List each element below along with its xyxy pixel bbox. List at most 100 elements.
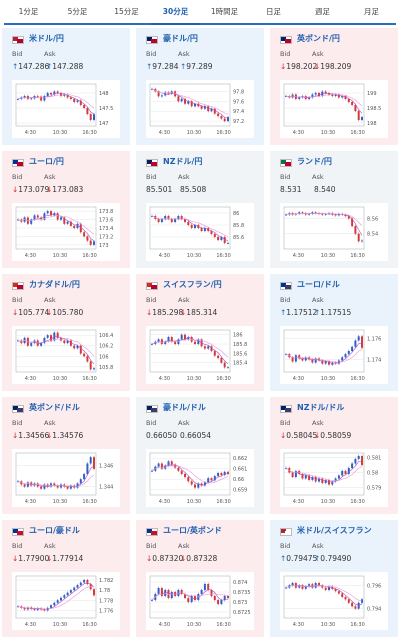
candle-body (357, 456, 360, 459)
candle-body (23, 607, 26, 610)
candle-body (334, 214, 337, 216)
candle-body (314, 212, 317, 214)
rate-card[interactable]: スイスフラン/円 Bid Ask ↓185.298 ↓185.314 186 185.8 18… (136, 274, 264, 391)
candle-body (308, 475, 311, 480)
moving-average-line (151, 589, 229, 601)
rate-card[interactable]: NZドル/円 Bid Ask 85.501 85.508 86 85.8 85.6 4:30 10… (136, 151, 264, 268)
trend-arrow-icon: ↑ (314, 554, 321, 563)
y-tick-label: 0.581 (367, 456, 381, 462)
moving-average-line (151, 464, 229, 486)
mini-candlestick-chart[interactable]: 148 147.5 147 4:30 10:30 16:30 (12, 80, 120, 138)
candle-body (40, 96, 43, 101)
mini-candlestick-chart[interactable]: 86 85.8 85.6 4:30 10:30 16:30 (146, 203, 254, 261)
rate-card[interactable]: 豪ドル/ドル Bid Ask 0.66050 0.66054 0.662 0.661 0.66… (136, 397, 264, 514)
bid-number: 173.079 (18, 185, 50, 194)
rate-card[interactable]: 英ポンド/ドル Bid Ask ↓1.34566 ↓1.34576 1.346 1.344 4… (2, 397, 130, 514)
candle-body (177, 467, 180, 471)
candle-body (160, 219, 163, 222)
chart-svg: 186 185.8 185.6 185.4 4:30 10:30 16:30 (149, 329, 247, 382)
currency-flag-icon (12, 405, 24, 413)
tab-5min[interactable]: 5分足 (67, 7, 88, 16)
currency-pair-link[interactable]: NZドル/ドル (297, 403, 345, 412)
tab-weekly[interactable]: 週足 (315, 7, 330, 16)
currency-pair-link[interactable]: ユーロ/円 (29, 157, 64, 166)
mini-candlestick-chart[interactable]: 1.782 1.78 1.778 1.776 4:30 10:30 16:30 (12, 572, 120, 630)
rate-card[interactable]: 豪ドル/円 Bid Ask ↑97.284 ↑97.289 97.8 97.6 97.4 97.… (136, 28, 264, 145)
bid-label: Bid (280, 419, 291, 427)
tab-15min[interactable]: 15分足 (114, 7, 139, 16)
currency-pair-link[interactable]: スイスフラン/円 (163, 280, 222, 289)
tab-daily[interactable]: 日足 (266, 7, 281, 16)
moving-average-line-long (151, 88, 229, 115)
candle-body (298, 585, 301, 588)
rate-card[interactable]: ユーロ/ドル Bid Ask ↑1.17512 ↑1.17515 1.176 1.174 4:… (270, 274, 398, 391)
rate-card[interactable]: 英ポンド/円 Bid Ask ↓198.202 ↓198.209 199 198.5 198 4… (270, 28, 398, 145)
candle-body (66, 221, 69, 224)
candle-body (79, 479, 82, 484)
rate-card[interactable]: NZドル/ドル Bid Ask ↓0.58045 ↓0.58059 0.581 0.58 0.… (270, 397, 398, 514)
candle-body (210, 108, 213, 112)
rate-card[interactable]: ユーロ/円 Bid Ask ↓173.079 ↓173.083 173.8 173.6 173… (2, 151, 130, 268)
rate-card[interactable]: ユーロ/英ポンド Bid Ask ↓0.87320 ↓0.87328 0.874 0.873… (136, 520, 264, 637)
candle-body (354, 459, 357, 464)
trend-arrow-icon: ↓ (46, 185, 53, 194)
candle-body (89, 114, 92, 120)
candle-body (321, 360, 324, 364)
currency-pair-link[interactable]: ユーロ/ドル (297, 280, 340, 289)
rate-card[interactable]: ユーロ/豪ドル Bid Ask ↓1.77900 ↓1.77914 1.782 1.78 1.… (2, 520, 130, 637)
mini-candlestick-chart[interactable]: 0.796 0.794 4:30 10:30 16:30 (280, 572, 388, 630)
rate-card[interactable]: 米ドル/円 Bid Ask ↑147.286 ↑147.288 148 147.5 147 4:… (2, 28, 130, 145)
mini-candlestick-chart[interactable]: 173.8 173.6 173.4 173.2 173 4:30 10:30 16:30 (12, 203, 120, 261)
currency-pair-link[interactable]: カナダドル/円 (29, 280, 80, 289)
ask-number: 97.289 (186, 62, 213, 71)
currency-pair-link[interactable]: ユーロ/英ポンド (163, 526, 222, 535)
y-tick-label: 173 (99, 243, 109, 249)
candle-body (190, 225, 193, 228)
tab-1hour[interactable]: 1時間足 (210, 7, 239, 16)
mini-candlestick-chart[interactable]: 199 198.5 198 4:30 10:30 16:30 (280, 80, 388, 138)
x-tick-label: 4:30 (293, 130, 304, 136)
rate-card[interactable]: ランド/円 Bid Ask 8.531 8.540 8.56 8.54 4:30 10:30 16… (270, 151, 398, 268)
currency-pair-link[interactable]: NZドル/円 (163, 157, 203, 166)
rate-card[interactable]: 米ドル/スイスフラン Bid Ask ↑0.79475 ↑0.79490 0.796 0.7… (270, 520, 398, 637)
currency-pair-link[interactable]: 豪ドル/円 (163, 34, 198, 43)
currency-pair-link[interactable]: 豪ドル/ドル (163, 403, 206, 412)
currency-pair-link[interactable]: 米ドル/円 (29, 34, 64, 43)
rate-card[interactable]: カナダドル/円 Bid Ask ↓105.774 ↓105.780 106.4 106.2 1… (2, 274, 130, 391)
candle-body (93, 241, 95, 245)
moving-average-line-long (285, 584, 363, 602)
bid-label: Bid (146, 173, 157, 181)
currency-pair-link[interactable]: 英ポンド/ドル (29, 403, 80, 412)
mini-candlestick-chart[interactable]: 0.874 0.8735 0.873 0.8725 4:30 10:30 16:30 (146, 572, 254, 630)
mini-candlestick-chart[interactable]: 186 185.8 185.6 185.4 4:30 10:30 16:30 (146, 326, 254, 384)
y-tick-label: 85.8 (233, 223, 244, 229)
mini-candlestick-chart[interactable]: 0.662 0.661 0.66 0.659 4:30 10:30 16:30 (146, 449, 254, 507)
candle-body (83, 353, 86, 357)
currency-pair-link[interactable]: ユーロ/豪ドル (29, 526, 80, 535)
candle-body (227, 596, 229, 598)
currency-pair-link[interactable]: 米ドル/スイスフラン (297, 526, 372, 535)
tab-30min[interactable]: 30分足 (151, 1, 200, 25)
moving-average-line-long (151, 465, 229, 484)
mini-candlestick-chart[interactable]: 106.4 106.2 106 105.8 4:30 10:30 16:30 (12, 326, 120, 384)
trend-arrow-icon: ↓ (12, 554, 19, 563)
candle-body (76, 345, 79, 349)
ask-number: 1.77914 (52, 554, 84, 563)
candle-body (76, 585, 79, 588)
tab-monthly[interactable]: 月足 (364, 7, 379, 16)
mini-candlestick-chart[interactable]: 0.581 0.58 0.579 4:30 10:30 16:30 (280, 449, 388, 507)
mini-candlestick-chart[interactable]: 1.176 1.174 4:30 10:30 16:30 (280, 326, 388, 384)
candle-body (328, 586, 330, 590)
tab-1min[interactable]: 1分足 (18, 7, 39, 16)
mini-candlestick-chart[interactable]: 8.56 8.54 4:30 10:30 16:30 (280, 203, 388, 261)
currency-pair-link[interactable]: ランド/円 (297, 157, 332, 166)
currency-pair-link[interactable]: 英ポンド/円 (297, 34, 340, 43)
y-tick-label: 186 (233, 333, 243, 339)
x-tick-label: 10:30 (53, 499, 67, 505)
candle-body (190, 596, 193, 602)
chart-svg: 148 147.5 147 4:30 10:30 16:30 (15, 83, 113, 136)
mini-candlestick-chart[interactable]: 1.346 1.344 4:30 10:30 16:30 (12, 449, 120, 507)
candle-body (344, 96, 347, 99)
candle-body (314, 358, 317, 363)
mini-candlestick-chart[interactable]: 97.8 97.6 97.4 97.2 4:30 10:30 16:30 (146, 80, 254, 138)
